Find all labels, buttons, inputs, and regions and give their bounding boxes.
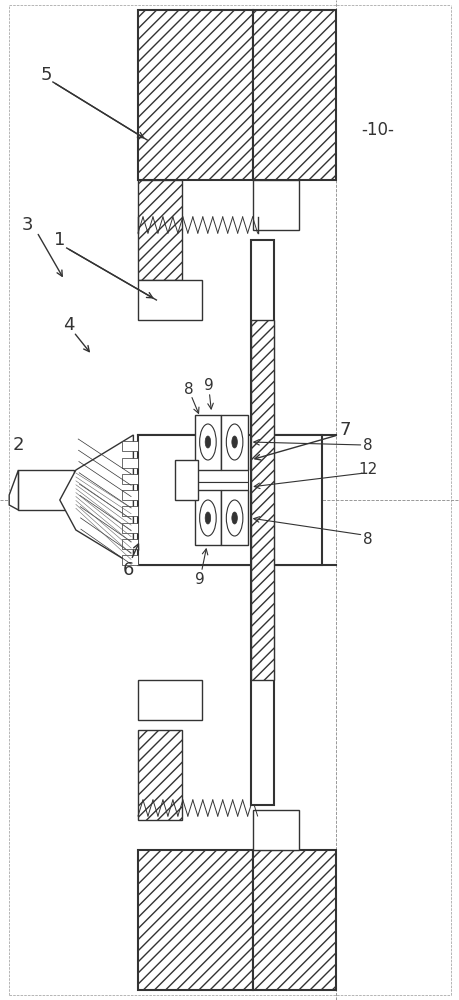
Circle shape (199, 424, 216, 460)
Bar (122, 490, 138, 500)
Bar (252, 810, 298, 850)
Polygon shape (60, 435, 133, 565)
Text: 2: 2 (13, 436, 24, 454)
Bar (250, 320, 273, 680)
Text: 1: 1 (54, 231, 65, 249)
Bar (252, 180, 298, 230)
Bar (138, 180, 181, 280)
Bar (138, 10, 252, 180)
Text: 9: 9 (204, 377, 214, 392)
Circle shape (226, 500, 242, 536)
Bar (122, 539, 138, 549)
Circle shape (226, 424, 242, 460)
Bar (220, 490, 248, 545)
Bar (138, 680, 202, 720)
Text: 3: 3 (22, 216, 34, 234)
Text: -10-: -10- (360, 121, 393, 139)
Bar (138, 730, 181, 820)
Text: 5: 5 (40, 66, 52, 84)
Circle shape (231, 512, 237, 524)
Bar (18, 470, 73, 510)
Text: 12: 12 (358, 462, 377, 478)
Bar (195, 467, 248, 482)
Text: 8: 8 (363, 438, 372, 452)
Circle shape (205, 436, 210, 448)
Bar (174, 460, 197, 500)
Text: 8: 8 (363, 532, 372, 548)
Bar (122, 458, 138, 468)
Bar (195, 415, 220, 470)
Circle shape (231, 436, 237, 448)
Bar (122, 523, 138, 532)
Text: 6: 6 (123, 561, 134, 579)
Bar (122, 506, 138, 516)
Polygon shape (9, 470, 18, 510)
Text: 7: 7 (339, 421, 350, 439)
Text: 9: 9 (195, 572, 205, 587)
Bar (122, 474, 138, 484)
Bar (220, 415, 248, 470)
Bar (250, 240, 273, 805)
Bar (252, 850, 335, 990)
Text: 4: 4 (63, 316, 74, 334)
Circle shape (205, 512, 210, 524)
Bar (252, 10, 335, 180)
Bar (122, 555, 138, 565)
Bar (138, 435, 321, 565)
Text: 8: 8 (184, 382, 193, 397)
Bar (138, 280, 202, 320)
Bar (195, 490, 220, 545)
Bar (138, 850, 252, 990)
Bar (122, 442, 138, 451)
Bar (195, 482, 248, 493)
Circle shape (199, 500, 216, 536)
